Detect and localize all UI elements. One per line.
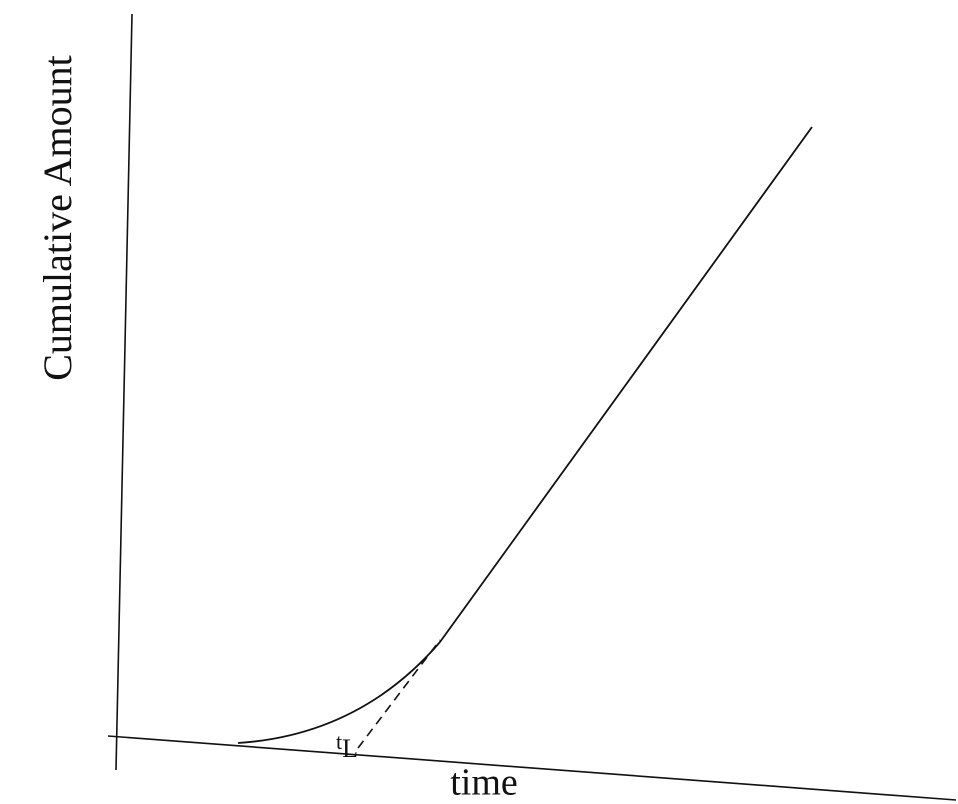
lag-time-subscript: L — [342, 734, 358, 763]
y-axis-label: Cumulative Amount — [35, 55, 80, 381]
diagram: Cumulative Amount time tL — [0, 0, 958, 804]
background — [0, 0, 958, 804]
x-axis-label: time — [450, 762, 518, 804]
